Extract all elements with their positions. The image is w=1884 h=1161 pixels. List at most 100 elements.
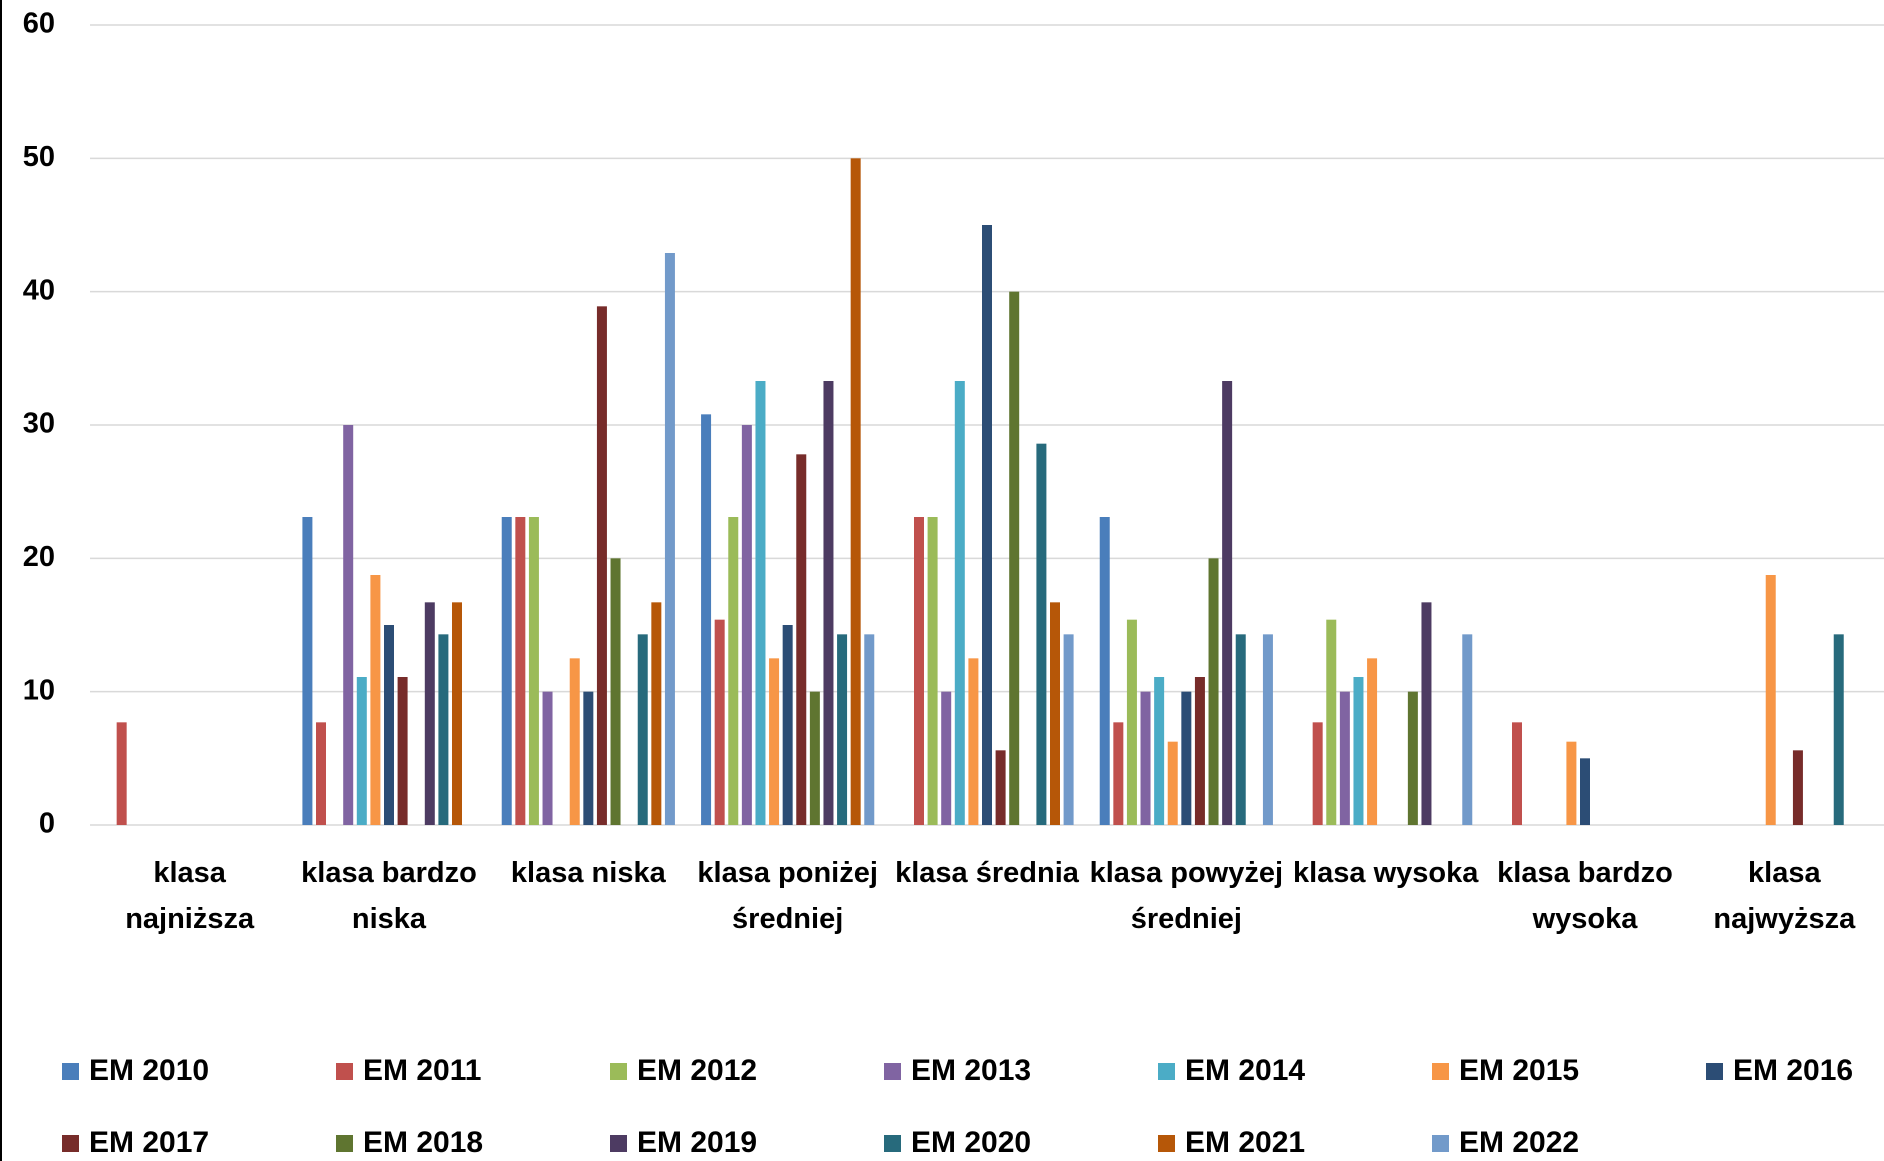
legend-entry: EM 2015 <box>1432 1054 1579 1088</box>
bar <box>1421 602 1431 825</box>
bar <box>955 381 965 825</box>
legend-entry: EM 2011 <box>336 1054 481 1088</box>
x-tick-label: klasa powyżej średniej <box>1088 850 1284 942</box>
bar <box>651 602 661 825</box>
legend-swatch <box>336 1063 353 1080</box>
bar <box>1181 692 1191 825</box>
bar <box>316 722 326 825</box>
bar <box>796 454 806 825</box>
bar <box>1353 677 1363 825</box>
legend-label: EM 2015 <box>1459 1054 1579 1088</box>
bar <box>914 517 924 825</box>
bar <box>1141 692 1151 825</box>
legend-swatch <box>1158 1063 1175 1080</box>
bar <box>1340 692 1350 825</box>
legend-entry: EM 2018 <box>336 1126 483 1160</box>
bar <box>529 517 539 825</box>
y-tick-label: 20 <box>23 541 55 573</box>
bar <box>1050 602 1060 825</box>
legend-label: EM 2011 <box>363 1054 481 1088</box>
bar <box>665 253 675 825</box>
legend-label: EM 2019 <box>637 1126 757 1160</box>
legend-swatch <box>1158 1135 1175 1152</box>
bar <box>1834 634 1844 825</box>
bar <box>1566 742 1576 825</box>
bar <box>928 517 938 825</box>
chart-page: 0 10 20 30 40 50 60 klasa najniższa klasa bardz… <box>0 0 1884 1161</box>
bar <box>837 634 847 825</box>
bar <box>117 722 127 825</box>
bar <box>1009 292 1019 825</box>
bar <box>1127 620 1137 825</box>
bar <box>1512 722 1522 825</box>
bar <box>1154 677 1164 825</box>
bar <box>583 692 593 825</box>
legend-swatch <box>884 1063 901 1080</box>
legend-swatch <box>62 1135 79 1152</box>
bar <box>968 658 978 825</box>
x-tick-label: klasa poniżej średniej <box>690 850 886 942</box>
bar <box>1195 677 1205 825</box>
legend-entry: EM 2020 <box>884 1126 1031 1160</box>
bar <box>982 225 992 825</box>
bar <box>823 381 833 825</box>
legend-swatch <box>884 1135 901 1152</box>
bar <box>343 425 353 825</box>
legend-label: EM 2020 <box>911 1126 1031 1160</box>
x-tick-label: klasa wysoka <box>1288 850 1484 896</box>
legend-entry: EM 2010 <box>62 1054 209 1088</box>
bar <box>1209 558 1219 825</box>
bar <box>398 677 408 825</box>
x-tick-label: klasa najwyższa <box>1686 850 1882 942</box>
y-tick-label: 10 <box>23 674 55 706</box>
bar <box>851 158 861 825</box>
bar <box>515 517 525 825</box>
bar <box>502 517 512 825</box>
legend-entry: EM 2012 <box>610 1054 757 1088</box>
legend-swatch <box>610 1135 627 1152</box>
bar <box>543 692 553 825</box>
legend-entry: EM 2021 <box>1158 1126 1305 1160</box>
bar <box>638 634 648 825</box>
bar <box>810 692 820 825</box>
bar <box>452 602 462 825</box>
x-tick-label: klasa niska <box>490 850 686 896</box>
bar <box>1367 658 1377 825</box>
legend-swatch <box>610 1063 627 1080</box>
bar <box>1168 742 1178 825</box>
bar <box>302 517 312 825</box>
bar <box>701 414 711 825</box>
bar <box>597 306 607 825</box>
x-tick-label: klasa najniższa <box>92 850 288 942</box>
bar <box>742 425 752 825</box>
bar <box>1326 620 1336 825</box>
y-tick-label: 40 <box>23 274 55 306</box>
legend-label: EM 2010 <box>89 1054 209 1088</box>
y-tick-label: 0 <box>39 808 55 840</box>
y-tick-label: 30 <box>23 408 55 440</box>
legend-entry: EM 2022 <box>1432 1126 1579 1160</box>
legend-entry: EM 2013 <box>884 1054 1031 1088</box>
legend-swatch <box>1432 1135 1449 1152</box>
y-tick-label: 60 <box>23 8 55 40</box>
bar <box>370 575 380 825</box>
bar <box>1064 634 1074 825</box>
bar <box>611 558 621 825</box>
bar <box>1766 575 1776 825</box>
bar <box>1580 758 1590 825</box>
legend-label: EM 2021 <box>1185 1126 1305 1160</box>
legend-label: EM 2014 <box>1185 1054 1305 1088</box>
bar <box>1100 517 1110 825</box>
y-tick-label: 50 <box>23 141 55 173</box>
legend-label: EM 2018 <box>363 1126 483 1160</box>
bar <box>728 517 738 825</box>
legend-label: EM 2012 <box>637 1054 757 1088</box>
legend-entry: EM 2017 <box>62 1126 209 1160</box>
bar <box>715 620 725 825</box>
bar <box>1793 750 1803 825</box>
legend-label: EM 2022 <box>1459 1126 1579 1160</box>
bar <box>1462 634 1472 825</box>
bar <box>1263 634 1273 825</box>
legend-label: EM 2013 <box>911 1054 1031 1088</box>
x-tick-label: klasa bardzo wysoka <box>1487 850 1683 942</box>
